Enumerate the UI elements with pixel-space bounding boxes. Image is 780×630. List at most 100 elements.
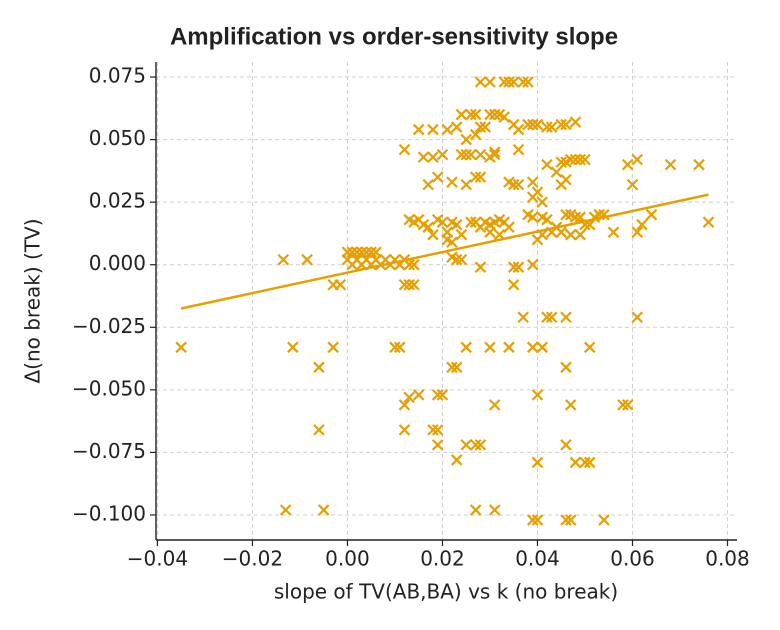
- scatter-point: [664, 158, 677, 171]
- scatter-point: [607, 226, 620, 238]
- scatter-point: [512, 143, 525, 156]
- scatter-point: [436, 148, 449, 161]
- scatter-point: [564, 399, 577, 411]
- scatter-point: [503, 221, 515, 233]
- x-tick-label: 0.08: [705, 547, 750, 571]
- scatter-point: [560, 173, 572, 186]
- y-tick-label: 0.075: [89, 64, 146, 88]
- scatter-point: [412, 123, 425, 136]
- scatter-point: [531, 456, 544, 469]
- scatter-point: [460, 341, 472, 354]
- scatter-point: [474, 76, 487, 88]
- scatter-point: [422, 178, 434, 191]
- scatter-point: [636, 218, 648, 231]
- scatter-point: [431, 439, 444, 451]
- scatter-point: [469, 439, 482, 451]
- scatter-point: [460, 133, 472, 146]
- scatter-point: [564, 153, 577, 166]
- scatter-point: [446, 236, 458, 248]
- y-tick-label: −0.100: [72, 501, 146, 525]
- scatter-point: [579, 456, 591, 469]
- scatter-point: [389, 341, 401, 354]
- scatter-point: [175, 341, 187, 354]
- scatter-point: [301, 253, 313, 266]
- scatter-point: [574, 228, 587, 241]
- scatter-point: [574, 153, 587, 166]
- scatter-point: [408, 278, 420, 291]
- y-tick-label: −0.075: [72, 439, 146, 463]
- scatter-point: [545, 311, 558, 324]
- scatter-point: [560, 311, 572, 324]
- scatter-point: [598, 514, 610, 526]
- scatter-point: [526, 118, 539, 131]
- scatter-point: [550, 166, 563, 178]
- scatter-point: [427, 151, 439, 163]
- scatter-point: [393, 341, 406, 354]
- scatter-point: [455, 228, 468, 241]
- fit-line: [180, 193, 709, 310]
- scatter-point: [560, 208, 572, 221]
- scatter-point: [465, 148, 477, 161]
- scatter-point: [621, 158, 634, 171]
- scatter-point: [531, 233, 544, 246]
- scatter-point: [450, 361, 463, 374]
- scatter-point: [507, 178, 520, 191]
- scatter-point: [702, 216, 715, 228]
- scatter-point: [560, 514, 572, 526]
- scatter-point: [484, 108, 496, 121]
- scatter-point: [469, 171, 482, 183]
- y-tick-label: −0.025: [72, 314, 146, 338]
- scatter-point: [450, 121, 463, 133]
- scatter-point: [569, 211, 582, 223]
- scatter-point: [564, 228, 577, 241]
- scatter-point: [617, 399, 629, 411]
- scatter-point: [403, 258, 415, 271]
- scatter-point: [403, 391, 415, 404]
- scatter-point: [531, 514, 544, 526]
- scatter-point: [484, 226, 496, 238]
- scatter-point: [541, 311, 553, 324]
- scatter-point: [455, 148, 468, 161]
- scatter-point: [569, 153, 582, 166]
- scatter-point: [484, 341, 496, 354]
- scatter-point: [450, 454, 463, 466]
- scatter-point: [631, 226, 644, 238]
- scatter-point: [531, 186, 544, 198]
- scatter-point: [526, 258, 539, 271]
- scatter-point: [621, 399, 634, 411]
- scatter-point: [517, 76, 529, 88]
- scatter-point: [346, 246, 358, 258]
- scatter-point: [450, 218, 463, 231]
- scatter-point: [512, 123, 525, 136]
- scatter-point: [446, 361, 458, 374]
- scatter-point: [431, 389, 444, 401]
- chart-title: Amplification vs order-sensitivity slope: [170, 23, 618, 50]
- scatter-point: [422, 221, 434, 233]
- scatter-point: [277, 253, 290, 266]
- scatter-point: [450, 253, 463, 266]
- scatter-point: [484, 76, 496, 88]
- scatter-point: [560, 118, 572, 131]
- scatter-point: [488, 108, 501, 121]
- scatter-point: [398, 424, 411, 436]
- scatter-point: [479, 121, 491, 133]
- y-axis-label: Δ(no break) (TV): [21, 218, 45, 383]
- scatter-point: [313, 424, 325, 436]
- x-axis-label: slope of TV(AB,BA) vs k (no break): [274, 580, 618, 604]
- scatter-point: [560, 439, 572, 451]
- y-tick-label: 0.050: [89, 126, 146, 150]
- scatter-point: [317, 504, 330, 516]
- y-tick-label: −0.050: [72, 376, 146, 400]
- scatter-point: [469, 504, 482, 516]
- scatter-point: [507, 278, 520, 291]
- scatter-point: [531, 389, 544, 401]
- scatter-point: [507, 261, 520, 273]
- scatter-point: [526, 341, 539, 354]
- scatter-point: [536, 341, 549, 354]
- scatter-point: [541, 213, 553, 226]
- scatter-point: [488, 504, 501, 516]
- scatter-point: [313, 361, 325, 374]
- scatter-point: [403, 278, 415, 291]
- scatter-point: [436, 216, 449, 228]
